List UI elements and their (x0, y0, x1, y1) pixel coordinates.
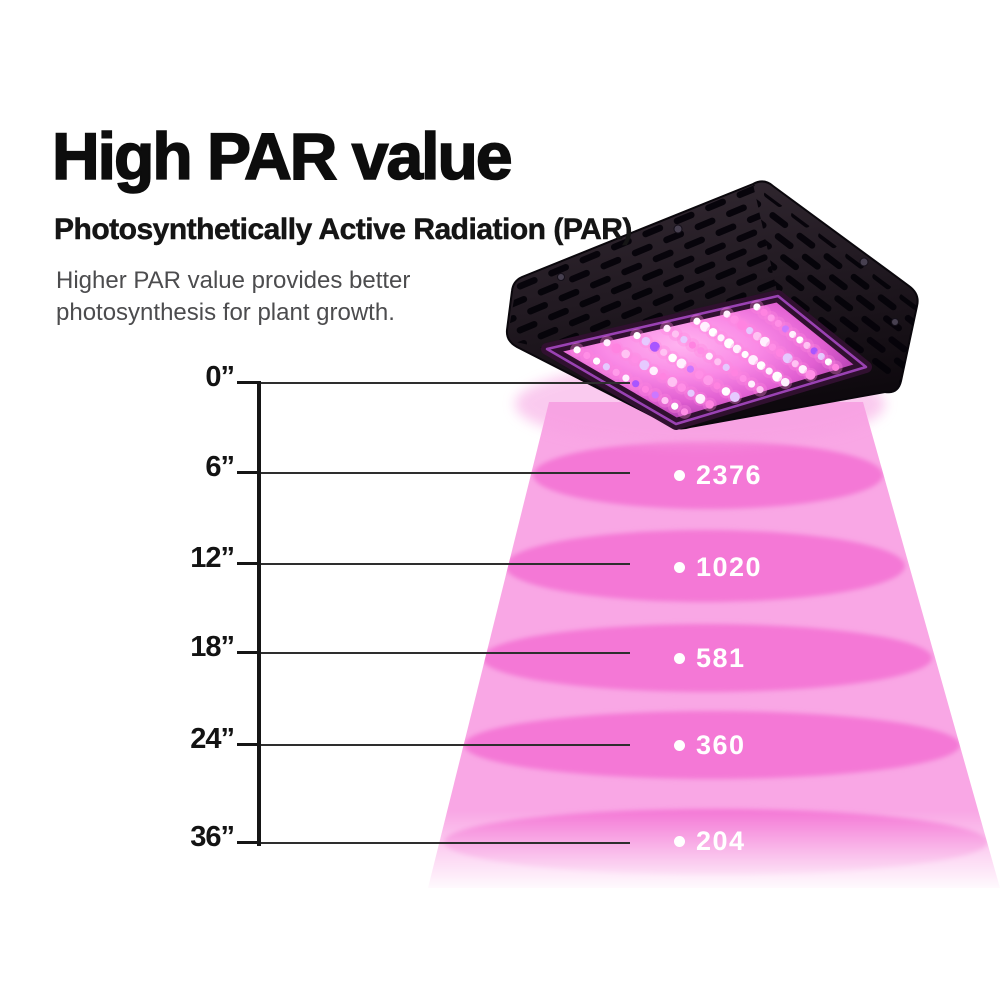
ruler-level-12in: 12” (150, 542, 630, 581)
par-value: 581 (696, 642, 746, 673)
description: Higher PAR value provides better photosy… (56, 265, 410, 329)
distance-label: 6” (205, 451, 235, 483)
par-value-36in: 204 (674, 825, 746, 857)
par-value-24in: 360 (674, 729, 746, 761)
ruler-tick (237, 471, 258, 474)
ruler-line (261, 652, 630, 654)
ruler-level-0in: 0” (150, 361, 630, 400)
par-value: 2376 (696, 459, 763, 490)
distance-label: 24” (190, 723, 235, 755)
bullet-icon (674, 469, 685, 481)
grow-light-image (505, 180, 919, 430)
par-value-6in: 2376 (674, 459, 762, 491)
par-ellipse-12in (505, 530, 905, 602)
distance-label: 18” (190, 631, 235, 663)
ruler-line (261, 472, 630, 474)
ruler-line (261, 563, 630, 565)
par-ellipse-18in (482, 624, 932, 692)
page-title: High PAR value (51, 118, 513, 194)
ruler-level-18in: 18” (150, 631, 630, 670)
ruler-level-24in: 24” (150, 723, 630, 762)
par-value-12in: 1020 (674, 551, 762, 583)
ruler-tick (237, 381, 258, 384)
description-line-1: Higher PAR value provides better (56, 267, 411, 294)
ruler-tick (237, 841, 258, 844)
ruler-tick (237, 562, 258, 565)
par-value: 1020 (696, 551, 763, 582)
bullet-icon (674, 835, 685, 847)
ruler-line (261, 842, 630, 844)
par-value: 204 (696, 825, 746, 856)
ruler-tick (237, 651, 258, 654)
subtitle: Photosynthetically Active Radiation (PAR… (54, 213, 633, 247)
ruler-level-6in: 6” (150, 451, 630, 490)
par-value: 360 (696, 729, 746, 760)
bullet-icon (674, 652, 685, 664)
distance-label: 12” (190, 542, 235, 574)
light-cone (428, 402, 1000, 888)
par-ellipse-36in (444, 809, 988, 875)
par-footprint-ellipses (444, 441, 988, 875)
ruler-tick (237, 743, 258, 746)
led-array (570, 299, 843, 419)
ruler-axis (257, 381, 261, 846)
bullet-icon (674, 561, 685, 573)
ruler-line (261, 382, 630, 384)
description-line-2: photosynthesis for plant growth. (56, 299, 395, 326)
par-ellipse-24in (464, 711, 960, 779)
bullet-icon (674, 739, 685, 751)
distance-label: 0” (205, 361, 235, 393)
ruler-line (261, 744, 630, 746)
screw-icons (557, 224, 899, 326)
par-ellipse-6in (533, 441, 883, 509)
par-value-18in: 581 (674, 642, 746, 674)
ruler-level-36in: 36” (150, 821, 630, 860)
distance-label: 36” (190, 821, 235, 853)
